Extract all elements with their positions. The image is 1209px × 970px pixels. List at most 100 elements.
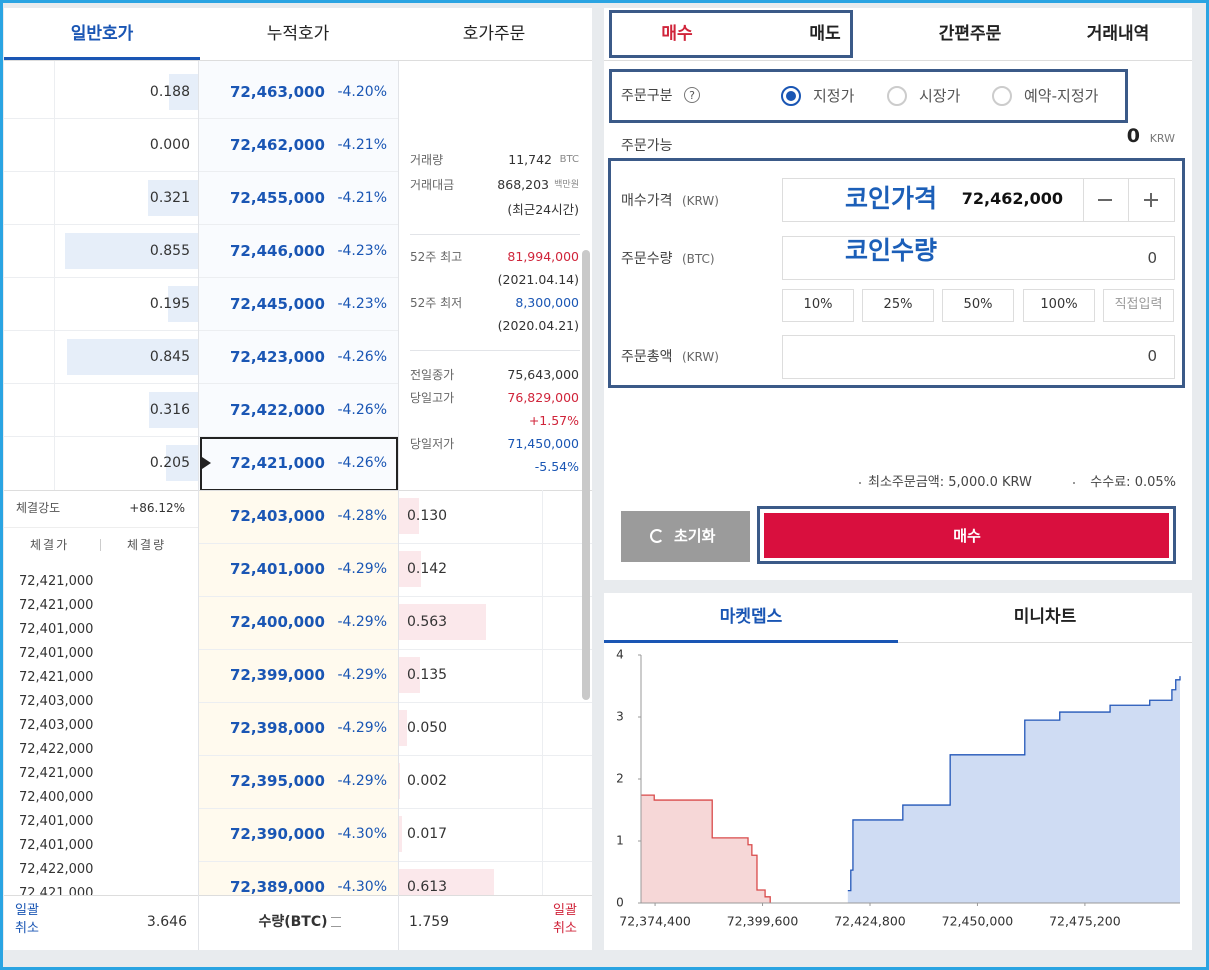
tab[interactable]: 마켓뎁스	[719, 607, 783, 627]
stat-unit: 백만원	[554, 180, 579, 190]
ask-qty-bar	[65, 233, 198, 269]
annotation-text: 코인가격	[845, 184, 938, 213]
bid-price[interactable]: 72,398,000	[230, 719, 325, 737]
input[interactable]	[782, 335, 1175, 379]
stat-value: 8,300,000	[515, 295, 579, 310]
bullet	[1073, 482, 1075, 484]
ask-change: -4.26%	[337, 455, 387, 471]
ask-price[interactable]: 72,423,000	[230, 348, 325, 366]
percent-button[interactable]	[1103, 289, 1174, 322]
stat-value: (2021.04.14)	[497, 272, 579, 287]
percent-label: 10%	[803, 297, 833, 312]
radio[interactable]	[887, 86, 907, 106]
stat-label: 당일고가	[410, 391, 455, 405]
percent-button[interactable]	[1023, 289, 1095, 322]
refresh-icon	[650, 529, 664, 543]
ask-price[interactable]: 72,422,000	[230, 401, 325, 419]
bid-price[interactable]: 72,395,000	[230, 772, 325, 790]
bullet	[859, 482, 861, 484]
trade-price: 72,421,000	[19, 574, 94, 589]
bid-change: -4.29%	[337, 667, 387, 683]
stat-value: +1.57%	[528, 413, 579, 428]
bid-qty: 0.142	[407, 561, 448, 577]
ask-price[interactable]: 72,463,000	[230, 83, 325, 101]
bid-change: -4.29%	[337, 773, 387, 789]
tab[interactable]: 호가주문	[462, 24, 526, 44]
row-line	[198, 543, 592, 544]
row-line	[4, 436, 398, 437]
stat-value: (2020.04.21)	[497, 318, 579, 333]
ask-price[interactable]: 72,445,000	[230, 295, 325, 313]
bid-qty: 0.613	[407, 879, 448, 895]
cancel-all[interactable]: 일괄취소	[15, 903, 39, 936]
col-line	[398, 61, 399, 950]
bid-qty: 0.002	[407, 773, 448, 789]
unit: (KRW)	[682, 350, 719, 364]
order-type[interactable]: 지정가	[813, 87, 855, 105]
row-line	[4, 330, 398, 331]
ask-qty: 0.000	[149, 137, 190, 153]
tab[interactable]: 누적호가	[266, 24, 330, 44]
reset-button[interactable]	[621, 511, 750, 562]
bid-price[interactable]: 72,401,000	[230, 560, 325, 578]
row-line	[4, 277, 398, 278]
price-input: 72,462,000	[961, 189, 1063, 208]
percent-button[interactable]	[862, 289, 934, 322]
trade-price: 72,400,000	[19, 790, 94, 805]
stat-value: 76,829,000	[507, 390, 579, 405]
submit-button[interactable]	[764, 513, 1169, 558]
tab[interactable]: 간편주문	[938, 24, 1002, 44]
percent-button[interactable]	[942, 289, 1014, 322]
bid-change: -4.30%	[337, 826, 387, 842]
order-type[interactable]: 시장가	[919, 87, 961, 105]
ask-price[interactable]: 72,446,000	[230, 242, 325, 260]
field-label: 주문총액	[621, 349, 673, 365]
ask-qty-bar	[148, 180, 198, 216]
bid-price[interactable]: 72,389,000	[230, 878, 325, 896]
radio[interactable]	[992, 86, 1012, 106]
order-type[interactable]: 예약-지정가	[1024, 87, 1099, 105]
bid-price[interactable]: 72,399,000	[230, 666, 325, 684]
tab-underline	[4, 57, 200, 60]
ask-price[interactable]: 72,421,000	[230, 454, 325, 472]
ask-price[interactable]: 72,462,000	[230, 136, 325, 154]
percent-label: 100%	[1040, 297, 1078, 312]
ask-price[interactable]: 72,455,000	[230, 189, 325, 207]
row-line	[198, 755, 592, 756]
radio[interactable]	[781, 86, 801, 106]
trade-price: 72,422,000	[19, 742, 94, 757]
stepper	[1083, 179, 1084, 221]
bid-price[interactable]: 72,400,000	[230, 613, 325, 631]
bid-price[interactable]: 72,390,000	[230, 825, 325, 843]
cancel-all[interactable]: 일괄취소	[553, 903, 577, 936]
tab[interactable]: 거래내역	[1086, 24, 1150, 44]
ask-qty: 0.195	[149, 296, 190, 312]
trade-price: 72,401,000	[19, 646, 94, 661]
ask-change: -4.23%	[337, 296, 387, 312]
minus-icon[interactable]	[1098, 199, 1112, 201]
trade-header: 체결량	[127, 538, 167, 552]
sep	[410, 350, 580, 351]
ask-change: -4.21%	[337, 137, 387, 153]
ask-qty: 0.316	[149, 402, 190, 418]
ask-qty-bar	[166, 445, 198, 481]
tab[interactable]: 미니차트	[1013, 607, 1077, 627]
stat-value: 71,450,000	[507, 436, 579, 451]
unit: (BTC)	[682, 252, 715, 266]
stat-value: 868,203	[497, 177, 549, 192]
bid-qty: 0.563	[407, 614, 448, 630]
bid-price[interactable]: 72,403,000	[230, 507, 325, 525]
tab[interactable]: 매도	[809, 24, 841, 44]
col-line	[54, 61, 55, 490]
stat-label: 거래대금	[410, 178, 455, 192]
input[interactable]	[782, 236, 1175, 280]
price-col-bg	[198, 490, 398, 895]
trade-price: 72,401,000	[19, 814, 94, 829]
tab[interactable]: 매수	[661, 24, 693, 44]
percent-button[interactable]	[782, 289, 854, 322]
bid-qty-bar	[399, 498, 420, 534]
selected-marker	[202, 457, 211, 469]
available-value: 0	[1126, 125, 1140, 147]
tab-underline	[604, 640, 898, 643]
tab[interactable]: 일반호가	[70, 24, 134, 44]
